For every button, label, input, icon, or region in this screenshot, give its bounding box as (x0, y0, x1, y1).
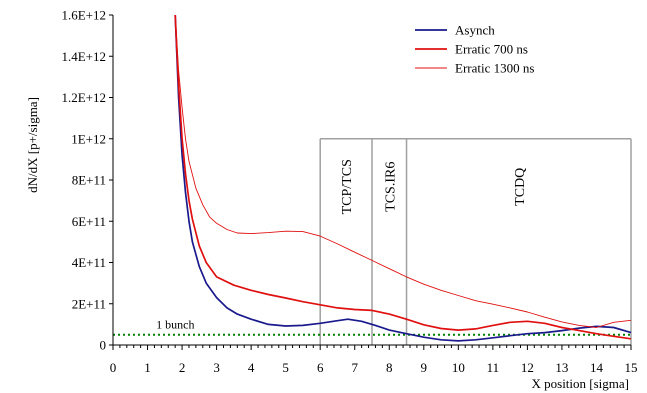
x-tick-label: 2 (179, 360, 186, 375)
x-tick-label: 0 (110, 360, 117, 375)
y-tick-label: 1.4E+12 (61, 49, 106, 64)
y-tick-label: 4E+11 (72, 255, 106, 270)
series-line-3 (174, 14, 632, 328)
plot-axes (109, 14, 632, 350)
x-tick-label: 4 (248, 360, 255, 375)
y-tick-label: 6E+11 (72, 214, 106, 229)
x-tick-label: 13 (555, 360, 568, 375)
collimator-region-label: TCP/TCS (340, 159, 355, 214)
x-tick-label: 5 (282, 360, 289, 375)
x-tick-labels: 0 1 2 3 4 5 6 7 8 9 10 11 12 13 14 15 (110, 360, 638, 375)
x-axis-label: X position [sigma] (532, 376, 630, 391)
y-tick-labels: 0 2E+11 4E+11 6E+11 8E+11 1E+12 1.2E+12 1.4E+12… (61, 8, 106, 353)
x-tick-label: 1 (144, 360, 151, 375)
collimator-region-label: TCDQ (513, 168, 528, 206)
legend-entry: Erratic 1300 ns (455, 61, 534, 76)
x-tick-label: 10 (452, 360, 465, 375)
series-line-1 (174, 14, 632, 342)
x-tick-label: 11 (487, 360, 500, 375)
x-tick-label: 14 (590, 360, 604, 375)
y-tick-label: 8E+11 (72, 173, 106, 188)
reference-line-label: 1 bunch (156, 318, 194, 332)
y-axis-label: dN/dX [p+/sigma] (25, 97, 40, 193)
y-tick-label: 1E+12 (71, 131, 106, 146)
legend: Asynch Erratic 700 ns Erratic 1300 ns (415, 23, 534, 76)
y-tick-label: 1.2E+12 (61, 90, 106, 105)
y-tick-label: 0 (100, 338, 107, 353)
legend-entry: Asynch (455, 23, 495, 38)
x-tick-label: 3 (213, 360, 220, 375)
collimator-region-label: TCS.IR6 (383, 162, 398, 212)
x-tick-label: 8 (386, 360, 393, 375)
series-line-2 (174, 14, 632, 340)
x-tick-label: 15 (625, 360, 638, 375)
series-lines (174, 14, 632, 342)
x-tick-label: 9 (421, 360, 428, 375)
y-tick-label: 1.6E+12 (61, 8, 106, 23)
y-tick-label: 2E+11 (72, 296, 106, 311)
legend-entry: Erratic 700 ns (455, 42, 528, 57)
x-tick-label: 6 (317, 360, 324, 375)
x-tick-label: 7 (351, 360, 358, 375)
collimator-regions: TCP/TCS TCS.IR6 TCDQ (319, 138, 632, 345)
x-tick-label: 12 (521, 360, 534, 375)
